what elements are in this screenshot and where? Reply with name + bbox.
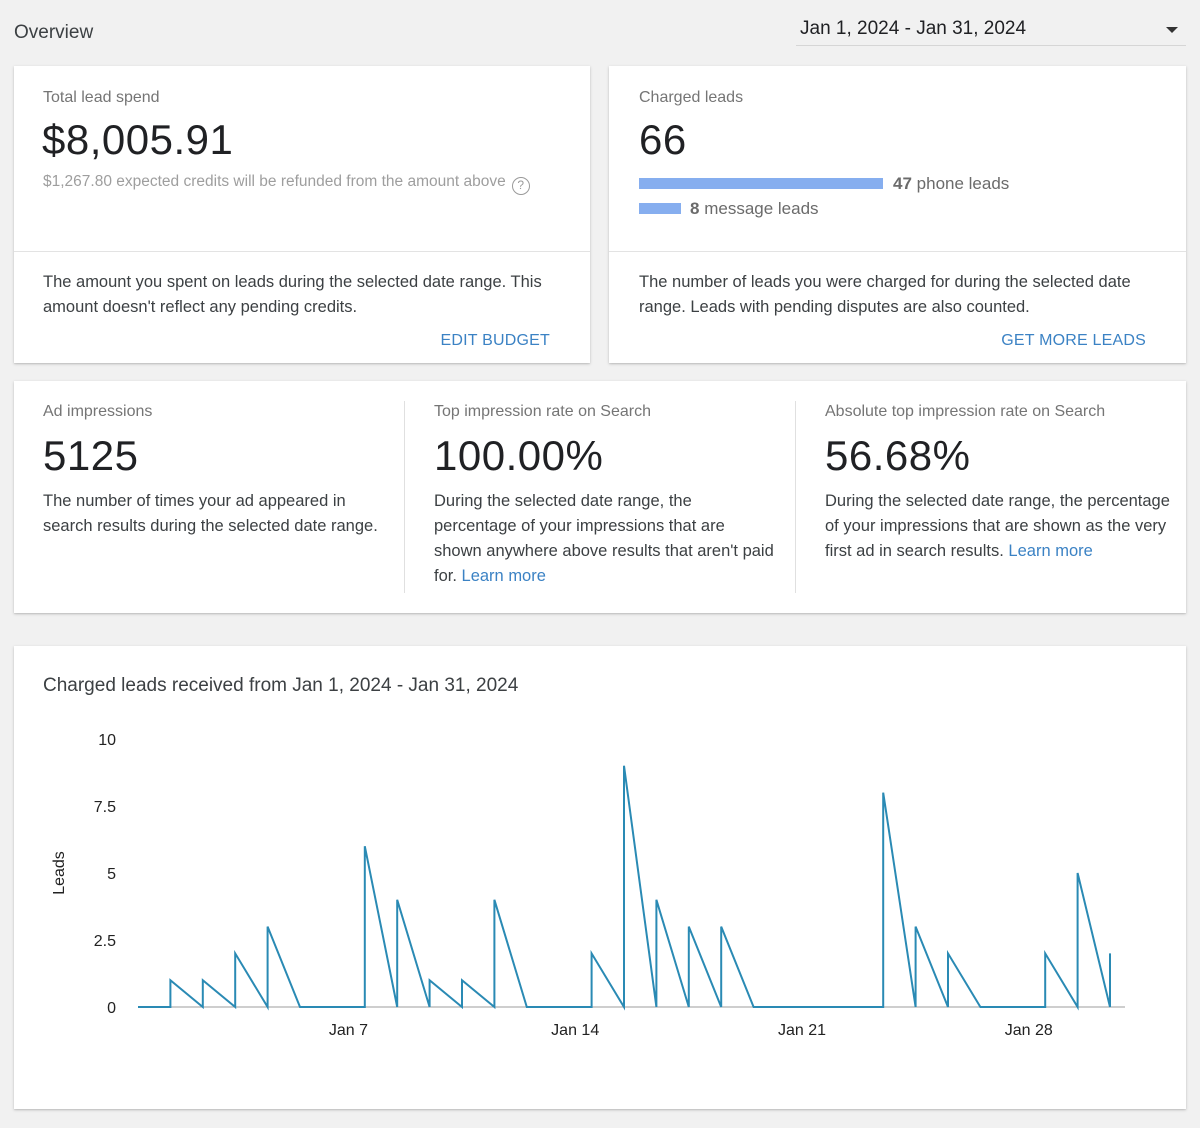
x-tick-label: Jan 21 xyxy=(778,1022,826,1039)
date-range-value: Jan 1, 2024 - Jan 31, 2024 xyxy=(800,18,1027,39)
phone-leads-text: phone leads xyxy=(916,174,1010,193)
phone-leads-count: 47 xyxy=(893,174,912,193)
y-tick-label: 2.5 xyxy=(94,933,116,950)
refund-note: $1,267.80 expected credits will be refun… xyxy=(43,173,530,195)
charged-leads-card: Charged leads 66 47 phone leads 8 messag… xyxy=(609,66,1186,363)
y-tick-label: 10 xyxy=(98,732,116,749)
top-impression-rate-metric: Top impression rate on Search 100.00% Du… xyxy=(434,403,774,589)
y-tick-label: 0 xyxy=(107,1000,116,1017)
message-leads-text: message leads xyxy=(704,199,819,218)
metric-label: Absolute top impression rate on Search xyxy=(825,403,1106,420)
get-more-leads-button[interactable]: GET MORE LEADS xyxy=(1001,332,1146,349)
y-tick-label: 5 xyxy=(107,866,116,883)
dropdown-arrow-icon xyxy=(1166,27,1178,33)
metric-value: 56.68% xyxy=(825,432,971,479)
y-axis-title: Leads xyxy=(51,851,68,895)
message-leads-count: 8 xyxy=(690,199,700,218)
charged-leads-value: 66 xyxy=(639,116,687,163)
metric-description: During the selected date range, the perc… xyxy=(434,489,774,589)
absolute-top-impression-rate-metric: Absolute top impression rate on Search 5… xyxy=(825,403,1170,564)
edit-budget-button[interactable]: EDIT BUDGET xyxy=(440,332,550,349)
card-summary: Total lead spend $8,005.91 $1,267.80 exp… xyxy=(14,66,590,252)
total-lead-spend-value: $8,005.91 xyxy=(42,116,234,163)
impressions-card: Ad impressions 5125 The number of times … xyxy=(14,381,1186,613)
metric-label: Ad impressions xyxy=(43,403,153,420)
total-lead-spend-label: Total lead spend xyxy=(43,89,160,106)
x-tick-label: Jan 7 xyxy=(329,1022,368,1039)
page-title: Overview xyxy=(14,22,94,43)
spend-description: The amount you spent on leads during the… xyxy=(43,273,542,316)
refund-note-text: $1,267.80 expected credits will be refun… xyxy=(43,173,506,190)
chart-title: Charged leads received from Jan 1, 2024 … xyxy=(43,675,519,696)
metric-description: The number of times your ad appeared in … xyxy=(43,492,378,535)
phone-leads-label: 47 phone leads xyxy=(893,174,1009,194)
message-leads-label: 8 message leads xyxy=(690,199,819,219)
x-tick-label: Jan 14 xyxy=(551,1022,599,1039)
metric-description: During the selected date range, the perc… xyxy=(825,489,1170,564)
help-icon[interactable]: ? xyxy=(511,177,530,195)
charged-leads-label: Charged leads xyxy=(639,89,744,106)
charged-leads-chart-card: Charged leads received from Jan 1, 2024 … xyxy=(14,646,1186,1109)
metric-description-text: During the selected date range, the perc… xyxy=(434,492,774,585)
learn-more-link[interactable]: Learn more xyxy=(461,567,546,585)
learn-more-link[interactable]: Learn more xyxy=(1008,542,1093,560)
message-leads-bar xyxy=(639,203,681,214)
leads-series-line xyxy=(138,765,1111,1011)
card-summary: Charged leads 66 47 phone leads 8 messag… xyxy=(609,66,1186,252)
metric-label: Top impression rate on Search xyxy=(434,403,651,420)
ad-impressions-metric: Ad impressions 5125 The number of times … xyxy=(43,403,378,539)
metric-divider xyxy=(404,401,405,593)
phone-leads-bar xyxy=(639,178,883,189)
x-tick-label: Jan 28 xyxy=(1005,1022,1053,1039)
date-range-select[interactable]: Jan 1, 2024 - Jan 31, 2024 xyxy=(796,12,1186,46)
total-lead-spend-card: Total lead spend $8,005.91 $1,267.80 exp… xyxy=(14,66,590,363)
metric-description-text: During the selected date range, the perc… xyxy=(825,492,1170,560)
metric-divider xyxy=(795,401,796,593)
metric-value: 5125 xyxy=(43,432,139,479)
leads-description: The number of leads you were charged for… xyxy=(639,273,1131,316)
metric-value: 100.00% xyxy=(434,432,604,479)
leads-line-chart: 0 2.5 5 7.5 10 Leads Jan 7 Jan 14 Jan 21 Jan 28 xyxy=(51,732,1125,1039)
y-tick-label: 7.5 xyxy=(94,799,116,816)
